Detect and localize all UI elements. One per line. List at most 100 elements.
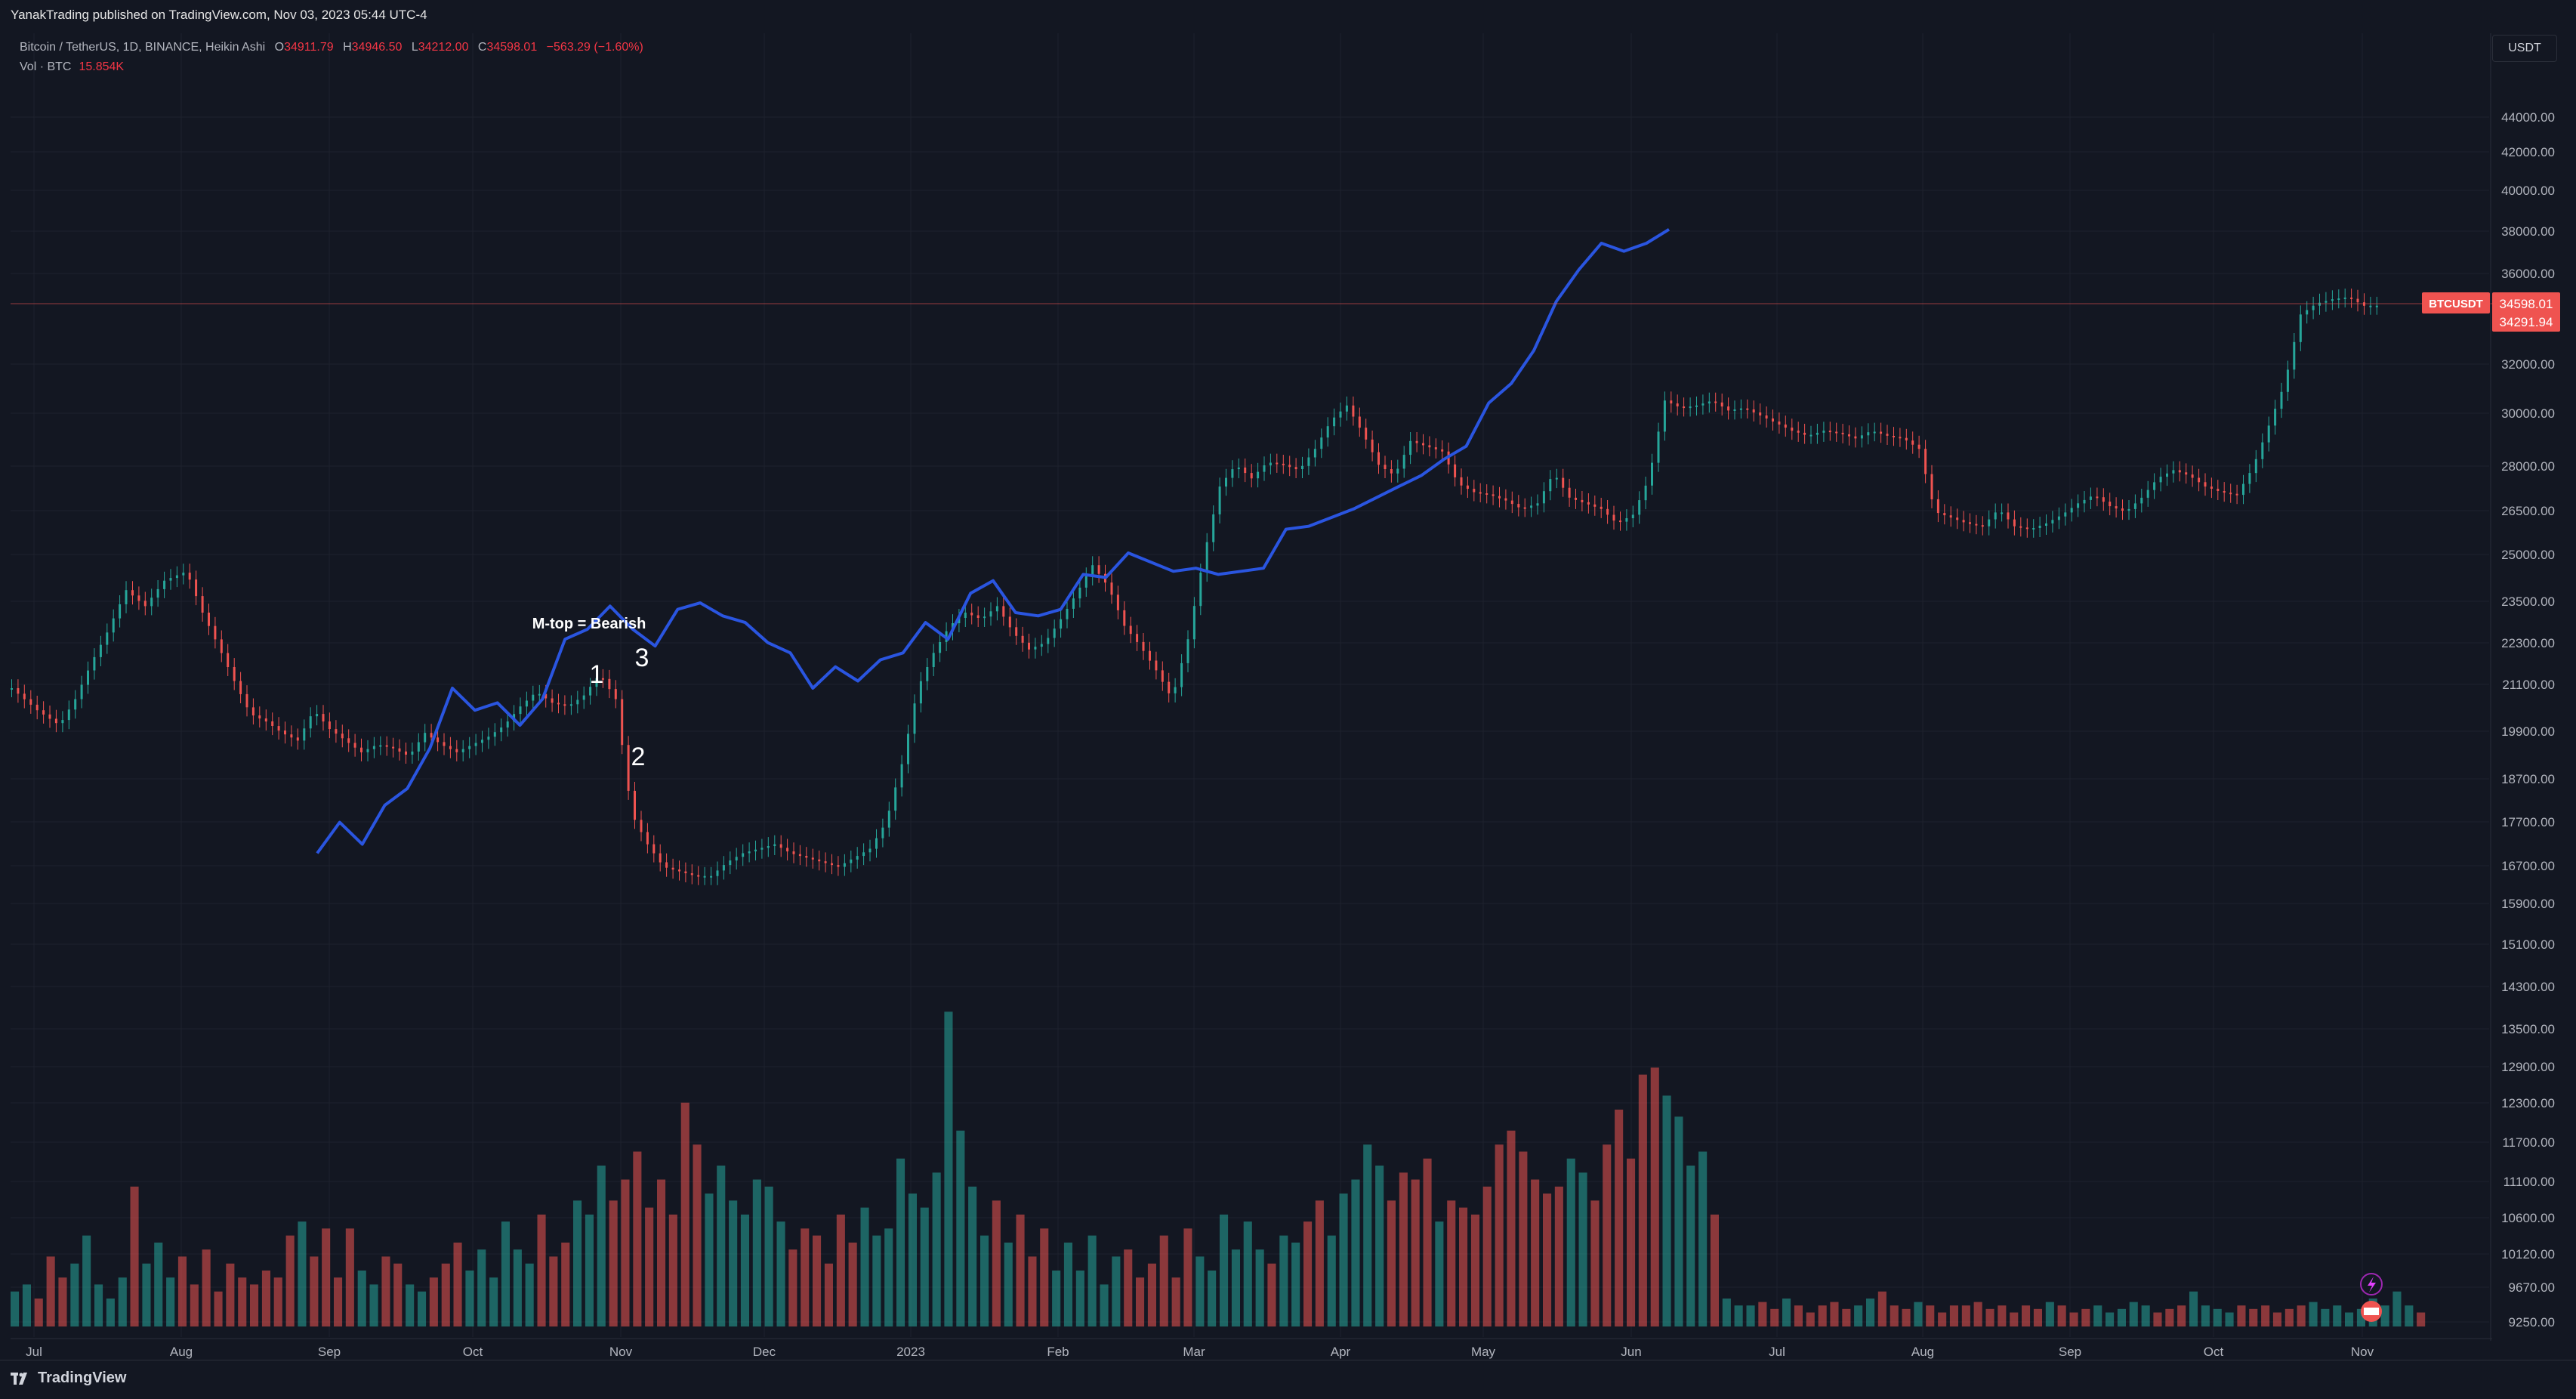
volume-bar	[1087, 1235, 1097, 1326]
candle-body	[1460, 477, 1463, 486]
candle-body	[875, 838, 878, 849]
candle-body	[506, 721, 509, 728]
candle-body	[1218, 486, 1221, 514]
candle-body	[1002, 606, 1005, 617]
volume-bar	[2405, 1305, 2414, 1326]
candle-body	[1434, 447, 1437, 449]
price-axis[interactable]: 44000.00 42000.00 40000.00 38000.00 36000.00…	[2490, 33, 2555, 1341]
candle-body	[290, 734, 293, 738]
volume-bar	[836, 1214, 845, 1326]
candle-body	[417, 742, 420, 752]
candle-body	[1720, 402, 1723, 407]
candle-body	[735, 857, 738, 861]
volume-bar	[1195, 1256, 1205, 1326]
candle-body	[900, 764, 903, 788]
candle-body	[2235, 493, 2238, 496]
candle-body	[1269, 462, 1272, 466]
candle-body	[1244, 467, 1247, 474]
y-tick-label: 10120.00	[2501, 1247, 2555, 1262]
candle-body	[175, 575, 178, 579]
tradingview-logo[interactable]: TradingView	[11, 1370, 126, 1387]
symbol-legend[interactable]: Bitcoin / TetherUS, 1D, BINANCE, Heikin …	[20, 41, 643, 54]
candle-body	[1911, 440, 1914, 445]
candle-body	[1975, 523, 1978, 526]
candle-body	[671, 867, 674, 870]
candle-body	[353, 743, 356, 748]
candle-body	[2025, 527, 2028, 530]
volume-bar	[657, 1179, 666, 1326]
volume-bar	[801, 1228, 810, 1326]
volume-bar	[345, 1228, 354, 1326]
candle-body	[1848, 434, 1850, 437]
candle-body	[2306, 310, 2309, 315]
volume-bar	[1183, 1228, 1192, 1326]
candle-body	[1930, 474, 1933, 499]
volume-bar	[226, 1263, 235, 1326]
candle-body	[1116, 594, 1119, 610]
candle-body	[1708, 401, 1711, 404]
candle-body	[608, 678, 611, 690]
volume-bar	[1220, 1214, 1229, 1326]
currency-button[interactable]: USDT	[2492, 35, 2557, 62]
volume-legend[interactable]: Vol · BTC 15.854K	[20, 60, 124, 74]
volume-bar	[118, 1277, 127, 1326]
candle-body	[811, 857, 814, 860]
overlay-path	[316, 227, 1671, 854]
volume-bar	[1914, 1302, 1923, 1326]
candle-body	[106, 632, 109, 645]
candle-body	[2153, 482, 2156, 490]
y-tick-label: 42000.00	[2501, 145, 2555, 159]
candle-body	[1612, 514, 1615, 521]
candle-body	[125, 590, 128, 604]
candle-body	[722, 865, 725, 871]
candle-body	[1084, 576, 1087, 588]
volume-bar	[645, 1207, 654, 1326]
candle-body	[23, 693, 26, 700]
candle-body	[405, 751, 407, 755]
candle-body	[767, 846, 770, 848]
candle-body	[1454, 464, 1457, 477]
volume-bar	[2165, 1308, 2174, 1326]
candle-body	[843, 863, 846, 867]
volume-bar	[2356, 1308, 2365, 1326]
side-icons[interactable]	[2360, 1273, 2383, 1322]
volume-bar	[2225, 1312, 2234, 1326]
candle-body	[1142, 641, 1145, 651]
candle-body	[1873, 431, 1876, 434]
volume-bar	[1171, 1277, 1180, 1326]
symbol-name[interactable]: Bitcoin / TetherUS, 1D, BINANCE, Heikin …	[20, 41, 266, 54]
candle-body	[1867, 432, 1870, 436]
candle-body	[2375, 305, 2378, 307]
volume-bar	[2045, 1302, 2054, 1326]
candle-body	[525, 700, 528, 707]
volume-bar	[1734, 1305, 1743, 1326]
volume-bar	[1291, 1242, 1300, 1326]
candle-body	[1358, 416, 1361, 428]
candle-body	[2286, 369, 2289, 392]
candle-body	[143, 601, 147, 607]
candle-body	[2337, 298, 2340, 300]
volume-bar	[1375, 1166, 1384, 1326]
volume-bar	[813, 1235, 822, 1326]
volume-bar	[980, 1235, 989, 1326]
volume-bar	[1615, 1109, 1624, 1326]
volume-bar	[932, 1172, 941, 1326]
volume-bar	[1985, 1308, 1994, 1326]
volume-bar	[453, 1242, 462, 1326]
volume-bar	[573, 1200, 582, 1326]
volume-bar	[1603, 1144, 1612, 1326]
candle-body	[557, 703, 560, 705]
time-axis[interactable]: Jul Aug Sep Oct Nov Dec 2023 Feb Mar Apr May Jun Jul…	[11, 1338, 2492, 1359]
candle-body	[932, 653, 935, 667]
volume-bar	[513, 1249, 522, 1326]
candle-body	[1161, 670, 1164, 682]
y-tick-label: 25000.00	[2501, 548, 2555, 562]
volume-bar	[1016, 1214, 1025, 1326]
candle-body	[1237, 467, 1240, 470]
candle-body	[1905, 437, 1908, 441]
candle-body	[1962, 520, 1965, 523]
volume-bar	[393, 1263, 403, 1326]
volume-bar	[1124, 1249, 1133, 1326]
x-tick-label: 2023	[896, 1345, 925, 1359]
